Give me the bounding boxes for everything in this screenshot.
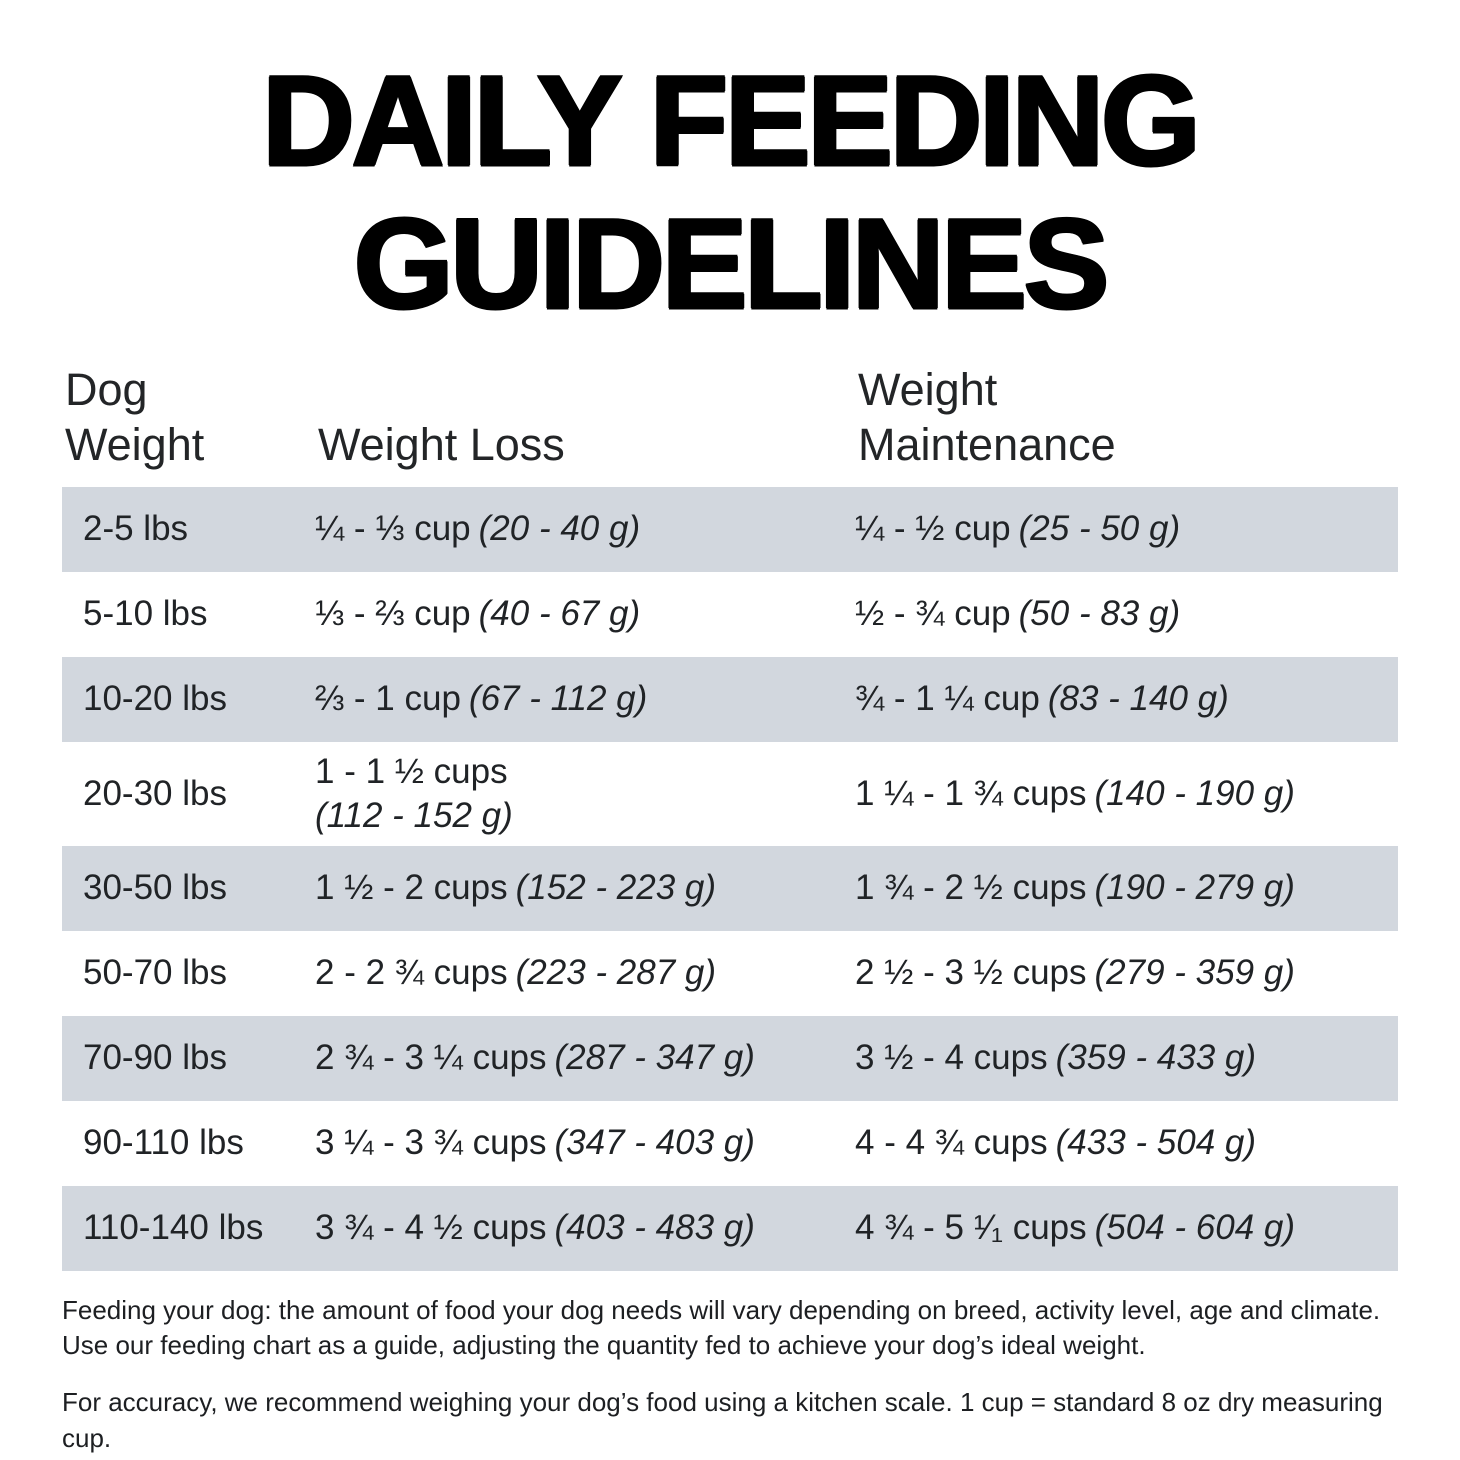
table-row: 2-5 lbs ¼ - ⅓ cup (20 - 40 g) ¼ - ½ cup (2…: [62, 486, 1398, 572]
grams-range: (403 - 483 g): [554, 1208, 755, 1248]
table-row: 90-110 lbs 3 ¼ - 3 ¾ cups (347 - 403 g) 4…: [62, 1101, 1398, 1186]
dog-weight-cell: 30-50 lbs: [83, 868, 227, 908]
cups-range: 3 ¼ - 3 ¾ cups: [315, 1123, 547, 1163]
weight-maintenance-cell: ¾ - 1 ¼ cup (83 - 140 g): [855, 677, 1398, 721]
table-row: 5-10 lbs ⅓ - ⅔ cup (40 - 67 g) ½ - ¾ cup(…: [62, 572, 1398, 657]
weight-loss-cell: 2 - 2 ¾ cups (223 - 287 g): [315, 951, 855, 995]
grams-range: (67 - 112 g): [468, 679, 648, 719]
grams-range: (279 - 359 g): [1094, 953, 1295, 993]
table-row: 20-30 lbs 1 - 1 ½ cups (112 - 152 g) 1 ¼ …: [62, 742, 1398, 846]
dog-weight-cell: 10-20 lbs: [83, 679, 227, 719]
weight-maintenance-cell: 1 ¾ - 2 ½ cups (190 - 279 g): [855, 866, 1398, 910]
dog-weight-cell: 70-90 lbs: [83, 1038, 227, 1078]
grams-range: (140 - 190 g): [1094, 773, 1295, 813]
dog-weight-cell: 2-5 lbs: [83, 509, 189, 549]
grams-range: (152 - 223 g): [515, 868, 717, 908]
weight-maintenance-cell: ½ - ¾ cup (50 - 83 g): [855, 592, 1398, 636]
footer-notes: Feeding your dog: the amount of food you…: [62, 1293, 1402, 1456]
cups-range: ½ - ¾ cup: [855, 594, 1011, 634]
feeding-table: Dog Weight Weight Loss Weight Maintenanc…: [62, 363, 1398, 1271]
weight-loss-cell: 3 ¾ - 4 ½ cups (403 - 483 g): [315, 1206, 855, 1250]
cups-range: 2 ½ - 3 ½ cups: [855, 953, 1087, 993]
table-row: 50-70 lbs 2 - 2 ¾ cups (223 - 287 g) 2 ½ …: [62, 931, 1398, 1016]
table-row: 110-140 lbs 3 ¾ - 4 ½ cups (403 - 483 g) …: [62, 1185, 1398, 1271]
grams-range: (433 - 504 g): [1055, 1123, 1257, 1163]
grams-range: (83 - 140 g): [1047, 679, 1229, 719]
cups-range: 4 - 4 ¾ cups: [855, 1123, 1048, 1163]
grams-range: (287 - 347 g): [554, 1038, 755, 1078]
weight-loss-cell: ¼ - ⅓ cup (20 - 40 g): [315, 507, 855, 551]
cups-range: 2 ¾ - 3 ¼ cups: [315, 1038, 547, 1078]
cups-range: ¼ - ⅓ cup: [315, 509, 471, 549]
dog-weight-cell: 5-10 lbs: [83, 594, 208, 634]
cups-range: 3 ¾ - 4 ½ cups: [315, 1208, 547, 1248]
grams-range: (25 - 50 g): [1018, 509, 1181, 549]
table-row: 10-20 lbs ⅔ - 1 cup (67 - 112 g) ¾ - 1 ¼ …: [62, 656, 1398, 742]
dog-weight-cell: 110-140 lbs: [83, 1208, 264, 1248]
cups-range: 1 ½ - 2 cups: [315, 868, 508, 908]
cups-range: ⅓ - ⅔ cup: [315, 594, 471, 634]
cups-range: ¾ - 1 ¼ cup: [855, 679, 1040, 719]
table-row: 70-90 lbs 2 ¾ - 3 ¼ cups (287 - 347 g) 3 …: [62, 1015, 1398, 1101]
weight-maintenance-cell: 4 ¾ - 5 ¹⁄₁ cups (504 - 604 g): [855, 1206, 1398, 1250]
page-title-line1: DAILY FEEDING: [261, 48, 1202, 194]
weight-loss-cell: 2 ¾ - 3 ¼ cups (287 - 347 g): [315, 1036, 855, 1080]
page-title: DAILY FEEDING GUIDELINES: [0, 0, 1460, 337]
grams-range: (112 - 152 g): [315, 795, 513, 835]
weight-loss-cell: ⅔ - 1 cup (67 - 112 g): [315, 677, 855, 721]
cups-range: 3 ½ - 4 cups: [855, 1038, 1048, 1078]
dog-weight-cell: 90-110 lbs: [83, 1123, 244, 1163]
grams-range: (20 - 40 g): [478, 509, 641, 549]
grams-range: (40 - 67 g): [478, 594, 641, 634]
note-feeding: Feeding your dog: the amount of food you…: [62, 1294, 1381, 1360]
dog-weight-cell: 50-70 lbs: [83, 953, 227, 993]
table-row: 30-50 lbs 1 ½ - 2 cups (152 - 223 g) 1 ¾ …: [62, 845, 1398, 931]
grams-range: (190 - 279 g): [1094, 868, 1295, 908]
grams-range: (359 - 433 g): [1055, 1038, 1257, 1078]
table-header-row: Dog Weight Weight Loss Weight Maintenanc…: [62, 363, 1398, 487]
weight-loss-cell: ⅓ - ⅔ cup (40 - 67 g): [315, 592, 855, 636]
weight-loss-cell: 1 - 1 ½ cups (112 - 152 g): [315, 750, 855, 838]
cups-range: 4 ¾ - 5 ¹⁄₁ cups: [855, 1208, 1087, 1248]
weight-maintenance-cell: 1 ¼ - 1 ¾ cups (140 - 190 g): [855, 772, 1398, 816]
header-weight-maintenance: Weight Maintenance: [858, 363, 1116, 470]
weight-maintenance-cell: ¼ - ½ cup (25 - 50 g): [855, 507, 1398, 551]
grams-range: (347 - 403 g): [554, 1123, 755, 1163]
cups-range: ¼ - ½ cup: [855, 509, 1011, 549]
cups-range: ⅔ - 1 cup: [315, 679, 461, 719]
weight-loss-cell: 1 ½ - 2 cups (152 - 223 g): [315, 866, 855, 910]
header-weight-loss: Weight Loss: [318, 418, 565, 470]
cups-range: 1 - 1 ½ cups: [315, 751, 508, 791]
cups-range: 1 ¼ - 1 ¾ cups: [855, 773, 1087, 813]
weight-loss-cell: 3 ¼ - 3 ¾ cups (347 - 403 g): [315, 1121, 855, 1165]
weight-maintenance-cell: 2 ½ - 3 ½ cups (279 - 359 g): [855, 951, 1398, 995]
header-dog-weight: Dog Weight: [65, 363, 205, 470]
note-accuracy: For accuracy, we recommend weighing your…: [62, 1387, 1383, 1453]
weight-maintenance-cell: 3 ½ - 4 cups (359 - 433 g): [855, 1036, 1398, 1080]
dog-weight-cell: 20-30 lbs: [83, 773, 227, 813]
page-title-line2: GUIDELINES: [352, 192, 1110, 338]
cups-range: 1 ¾ - 2 ½ cups: [855, 868, 1087, 908]
grams-range: (504 - 604 g): [1094, 1208, 1296, 1248]
cups-range: 2 - 2 ¾ cups: [315, 953, 508, 993]
grams-range: (50 - 83 g): [1018, 594, 1181, 634]
grams-range: (223 - 287 g): [515, 953, 717, 993]
weight-maintenance-cell: 4 - 4 ¾ cups (433 - 504 g): [855, 1121, 1398, 1165]
